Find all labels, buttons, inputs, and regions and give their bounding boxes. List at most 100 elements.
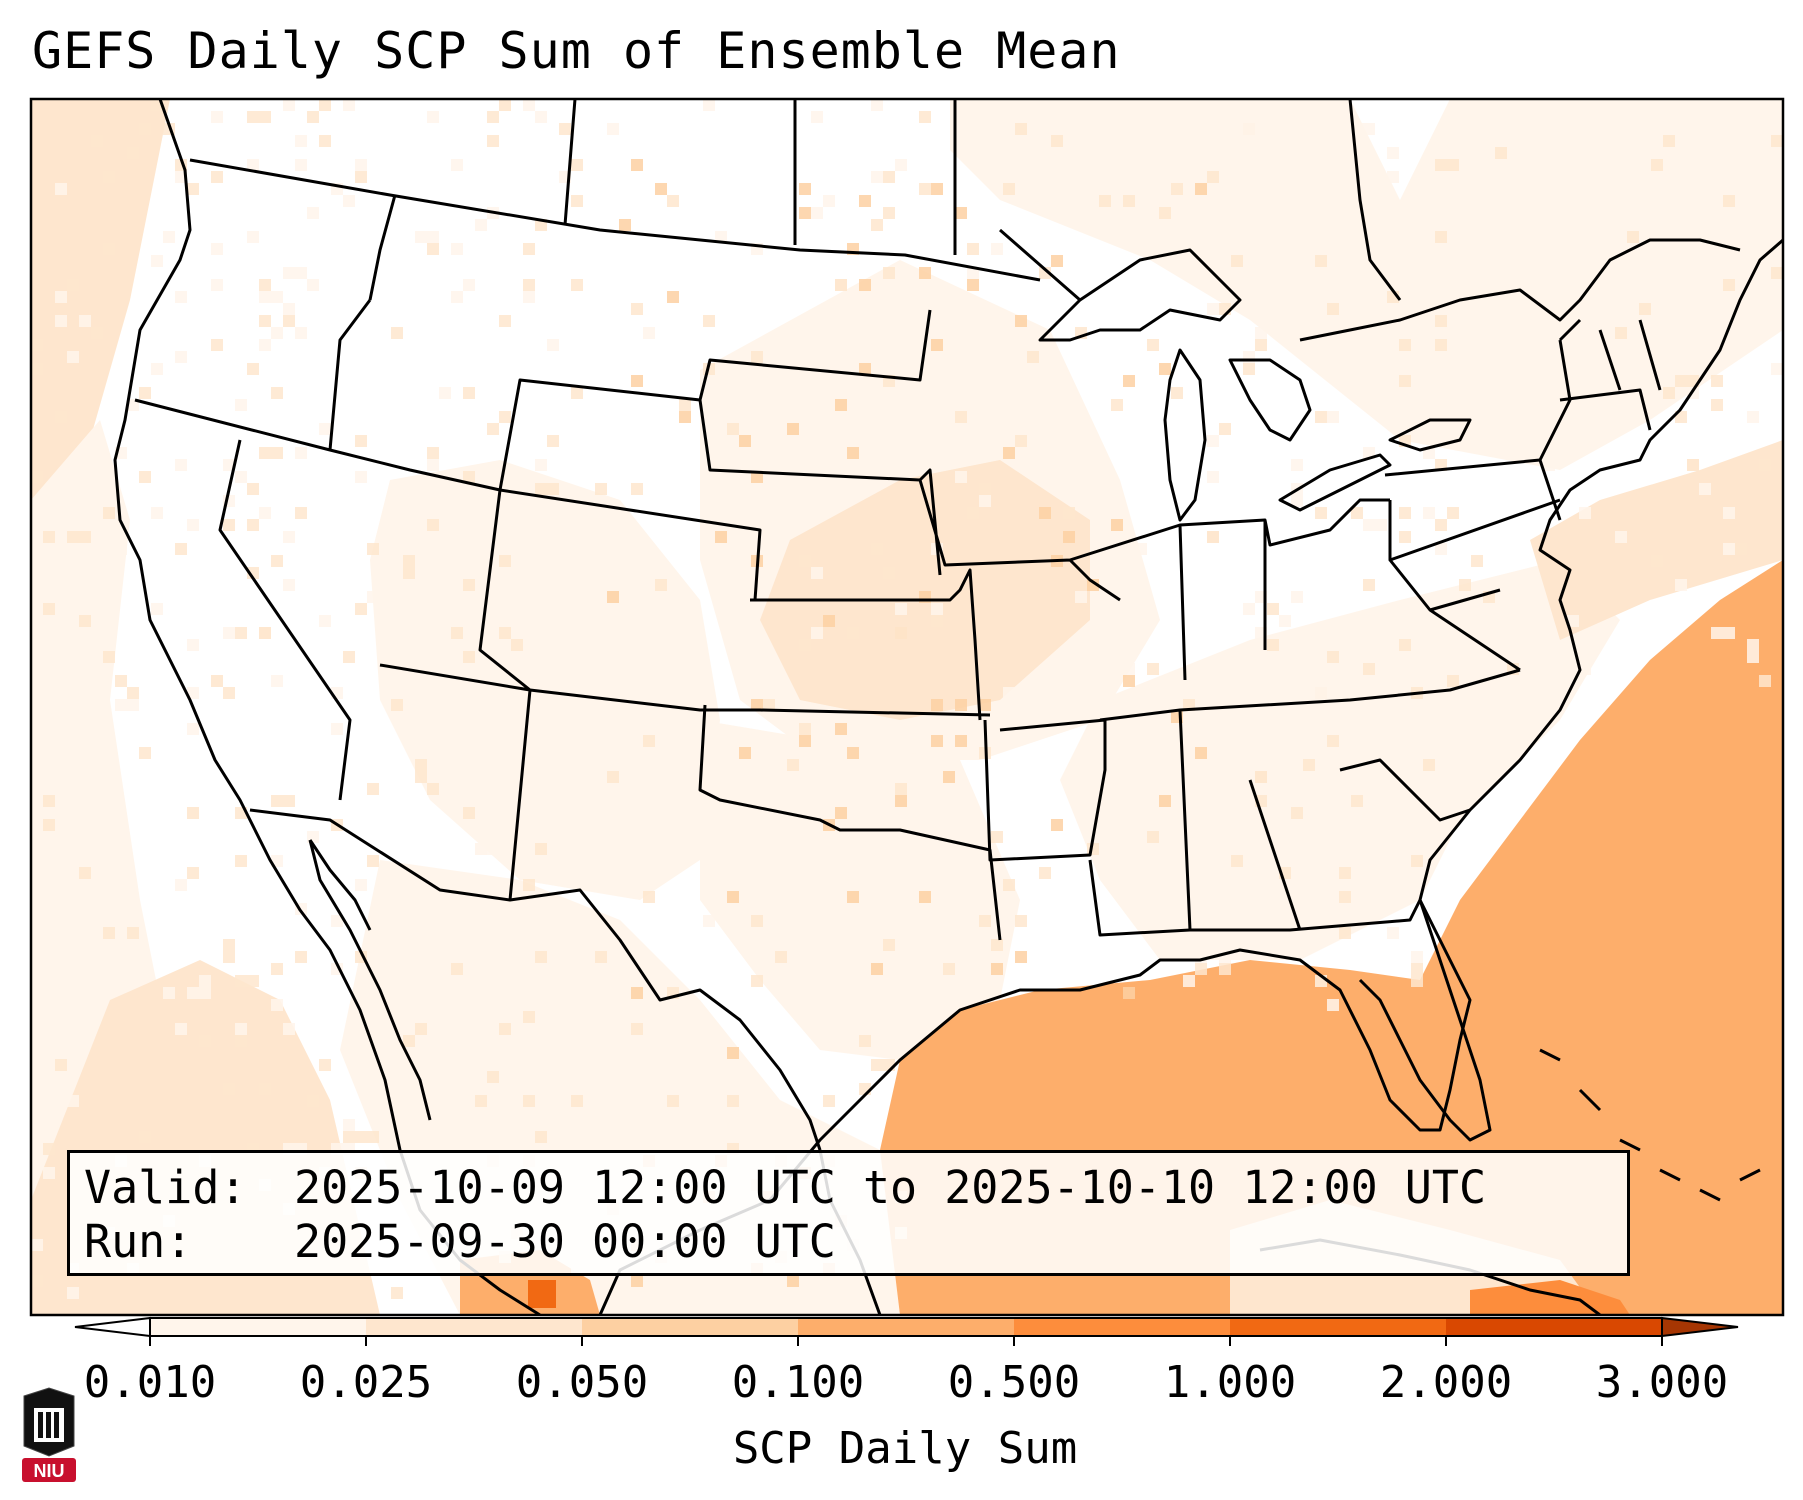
- field-pixel: [1759, 459, 1771, 471]
- field-pixel: [1159, 795, 1171, 807]
- run-value: 2025-09-30 00:00 UTC: [294, 1215, 836, 1268]
- field-pixel: [439, 903, 451, 915]
- field-pixel: [1219, 879, 1231, 891]
- field-pixel: [643, 723, 655, 735]
- field-pixel: [1411, 951, 1423, 963]
- field-pixel: [715, 1107, 727, 1119]
- field-pixel: [259, 315, 271, 327]
- field-pixel: [1351, 507, 1363, 519]
- colorbar-tick-label: 0.025: [299, 1357, 433, 1408]
- field-pixel: [487, 111, 499, 123]
- field-pixel: [535, 459, 547, 471]
- field-pixel: [355, 603, 367, 615]
- field-pixel: [1687, 459, 1699, 471]
- field-pixel: [319, 135, 331, 147]
- field-pixel: [271, 675, 283, 687]
- field-pixel: [307, 1095, 319, 1107]
- field-pixel: [667, 291, 679, 303]
- field-pixel: [43, 819, 55, 831]
- field-pixel: [1411, 975, 1423, 987]
- field-pixel: [847, 891, 859, 903]
- field-pixel: [331, 915, 343, 927]
- field-pixel: [187, 687, 199, 699]
- field-pixel: [571, 159, 583, 171]
- field-pixel: [211, 675, 223, 687]
- field-pixel: [847, 447, 859, 459]
- field-pixel: [43, 1047, 55, 1059]
- field-pixel: [883, 771, 895, 783]
- field-pixel: [535, 1071, 547, 1083]
- field-pixel: [1063, 507, 1075, 519]
- field-pixel: [127, 927, 139, 939]
- field-pixel: [451, 627, 463, 639]
- field-pixel: [859, 1035, 871, 1047]
- field-pixel: [1015, 435, 1027, 447]
- field-pixel: [463, 651, 475, 663]
- field-pixel: [1255, 327, 1267, 339]
- field-pixel: [1399, 639, 1411, 651]
- field-pixel: [919, 879, 931, 891]
- field-pixel: [859, 279, 871, 291]
- field-pixel: [523, 99, 535, 111]
- field-pixel: [79, 759, 91, 771]
- field-pixel: [931, 183, 943, 195]
- field-pixel: [283, 99, 295, 111]
- field-pixel: [559, 807, 571, 819]
- field-pixel: [31, 603, 43, 615]
- field-pixel: [367, 855, 379, 867]
- field-pixel: [871, 219, 883, 231]
- field-pixel: [835, 375, 847, 387]
- field-pixel: [1615, 327, 1627, 339]
- field-pixel: [1327, 927, 1339, 939]
- field-pixel: [175, 291, 187, 303]
- field-pixel: [1735, 543, 1747, 555]
- field-pixel: [859, 195, 871, 207]
- field-pixel: [283, 1023, 295, 1035]
- field-pixel: [871, 1059, 883, 1071]
- field-pixel: [1627, 255, 1639, 267]
- field-pixel: [1531, 195, 1543, 207]
- field-pixel: [1447, 651, 1459, 663]
- field-pixel: [895, 903, 907, 915]
- field-pixel: [427, 519, 439, 531]
- field-pixel: [1195, 963, 1207, 975]
- field-pixel: [679, 399, 691, 411]
- field-pixel: [583, 1131, 595, 1143]
- field-pixel: [475, 843, 487, 855]
- coastline-gulf: [598, 238, 1783, 1315]
- border-provinces: [368, 99, 1402, 301]
- field-pixel: [1399, 375, 1411, 387]
- valid-label: Valid:: [84, 1161, 247, 1214]
- field-pixel: [1639, 207, 1651, 219]
- field-pixel: [991, 831, 1003, 843]
- field-pixel: [1255, 339, 1267, 351]
- field-pixel: [595, 951, 607, 963]
- field-pixel: [727, 1095, 739, 1107]
- field-pixel: [187, 639, 199, 651]
- field-pixel: [391, 1287, 403, 1299]
- field-pixel: [1435, 519, 1447, 531]
- field-pixel: [31, 471, 43, 483]
- field-pixel: [967, 279, 979, 291]
- field-pixel: [679, 411, 691, 423]
- field-pixel: [1375, 807, 1387, 819]
- field-pixel: [1123, 375, 1135, 387]
- colorbar-tick-label: 0.100: [731, 1357, 865, 1408]
- field-pixel: [715, 783, 727, 795]
- field-pixel: [307, 207, 319, 219]
- field-pixel: [247, 975, 259, 987]
- field-layer: [31, 99, 1783, 1315]
- field-pixel: [787, 1275, 799, 1287]
- field-pixel: [427, 591, 439, 603]
- field-pixel: [691, 1059, 703, 1071]
- field-pixel: [175, 459, 187, 471]
- field-pixel: [811, 111, 823, 123]
- field-pixel: [871, 99, 883, 111]
- field-pixel: [1267, 171, 1279, 183]
- field-pixel: [283, 795, 295, 807]
- field-pixel: [1039, 267, 1051, 279]
- field-pixel: [139, 1131, 151, 1143]
- field-pixel: [367, 591, 379, 603]
- field-pixel: [955, 435, 967, 447]
- field-pixel: [991, 963, 1003, 975]
